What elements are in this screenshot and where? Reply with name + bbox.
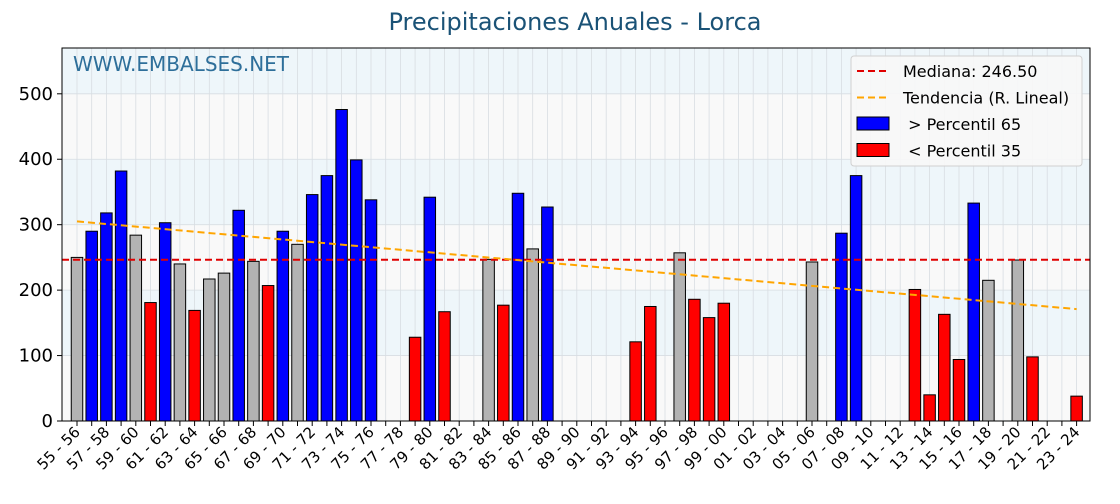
bar-94-95 <box>644 305 657 422</box>
bar-59-60 <box>129 234 143 422</box>
bar-85-86 <box>511 192 525 422</box>
bar-73-74 <box>335 109 348 422</box>
bar-83-84 <box>482 258 495 422</box>
bar-78-79 <box>408 336 422 422</box>
bar-57-58 <box>100 212 113 422</box>
bar-79-80 <box>423 196 437 422</box>
bar-58-59 <box>114 170 128 422</box>
bar-62-63 <box>173 263 187 422</box>
bar-71-72 <box>305 194 319 422</box>
bar-12-13 <box>908 288 922 422</box>
trend-line <box>76 220 1077 311</box>
bar-96-97 <box>673 252 686 422</box>
legend-trend-label: Tendencia (R. Lineal) <box>902 89 1069 108</box>
bar-13-14 <box>923 394 936 422</box>
bar-84-85 <box>497 304 510 422</box>
plot-band <box>62 224 1090 291</box>
bar-63-64 <box>188 309 201 422</box>
plot-frame <box>61 47 1091 422</box>
bar-14-15 <box>938 313 951 422</box>
watermark: WWW.EMBALSES.NET <box>73 52 290 76</box>
bar-07-08 <box>835 232 848 422</box>
chart-title: Precipitaciones Anuales - Lorca <box>388 8 762 36</box>
bar-86-87 <box>526 248 539 422</box>
bar-97-98 <box>688 298 701 422</box>
legend-above-label: > Percentil 65 <box>903 115 1021 134</box>
legend-above-swatch <box>856 116 890 131</box>
bar-55-56 <box>70 256 84 422</box>
bar-87-88 <box>541 206 554 422</box>
bar-19-20 <box>1011 259 1025 422</box>
bar-61-62 <box>158 222 172 422</box>
y-tick-label: 400 <box>19 149 53 170</box>
bar-65-66 <box>217 272 231 422</box>
bar-93-94 <box>629 341 642 422</box>
bar-16-17 <box>967 202 980 422</box>
bar-80-81 <box>438 311 451 422</box>
bar-08-09 <box>849 175 863 422</box>
bar-23-24 <box>1070 395 1083 422</box>
plot-band <box>62 159 1090 225</box>
bar-15-16 <box>952 358 966 422</box>
y-tick-label: 300 <box>19 215 53 236</box>
y-tick-label: 100 <box>19 346 53 367</box>
legend-below-label: < Percentil 35 <box>903 142 1021 161</box>
bar-98-99 <box>702 317 716 422</box>
plot-band <box>62 290 1090 356</box>
bar-74-75 <box>350 159 363 422</box>
bar-75-76 <box>364 199 378 422</box>
y-tick-label: 0 <box>42 411 53 432</box>
bar-99-00 <box>717 302 731 422</box>
bar-70-71 <box>291 243 304 422</box>
legend-box <box>850 55 1083 167</box>
bar-60-61 <box>144 302 157 422</box>
bar-68-69 <box>261 285 275 422</box>
bar-67-68 <box>247 260 260 422</box>
legend-below-swatch <box>856 143 890 157</box>
y-tick-label: 200 <box>19 280 53 301</box>
bar-66-67 <box>232 209 245 422</box>
bar-64-65 <box>203 278 216 422</box>
y-tick-label: 500 <box>19 84 53 105</box>
bar-72-73 <box>320 175 334 422</box>
bar-20-21 <box>1026 356 1039 422</box>
legend-median-label: Mediana: 246.50 <box>903 62 1037 81</box>
